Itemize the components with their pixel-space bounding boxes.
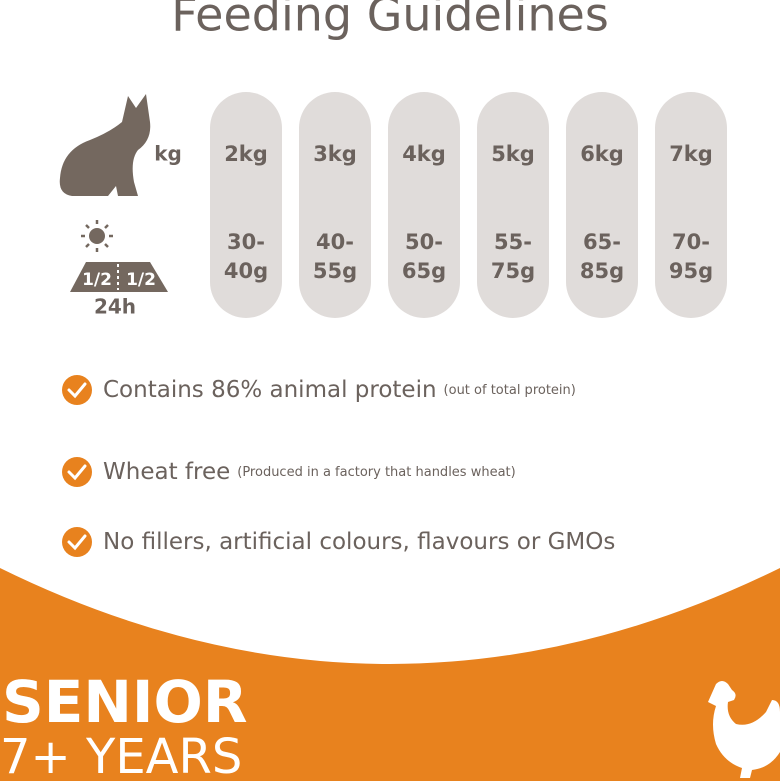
feature-list: Contains 86% animal protein (out of total…: [62, 375, 615, 557]
portion: 40g: [224, 259, 268, 283]
weight: 3kg: [313, 142, 357, 166]
footer-line2: 7+ YEARS: [0, 729, 242, 781]
pill: [655, 92, 727, 318]
portion: 70-: [672, 230, 710, 254]
portion: 30-: [227, 230, 265, 254]
footer-band: [0, 568, 780, 781]
check-circle: [62, 375, 92, 405]
portion: 50-: [405, 230, 443, 254]
title: Feeding Guidelines: [171, 0, 609, 42]
chicken-icon: [708, 681, 780, 778]
pill: [388, 92, 460, 318]
portion: 55g: [313, 259, 357, 283]
feature-note: (out of total protein): [444, 383, 576, 398]
weight: 2kg: [224, 142, 268, 166]
feature-text: No fillers, artificial colours, flavours…: [103, 529, 615, 555]
weight: 6kg: [580, 142, 624, 166]
check-mark: [67, 534, 87, 551]
footer-line1: SENIOR: [2, 668, 247, 736]
pill: [299, 92, 371, 318]
portion: 85g: [580, 259, 624, 283]
feature-text: Contains 86% animal protein (out of total…: [103, 377, 576, 403]
day-night-icon: [70, 220, 168, 292]
feature-main: Wheat free: [103, 459, 230, 485]
portion: 65-: [583, 230, 621, 254]
pill-columns: 2kg 30- 40g 3kg 40- 55g 4kg 50- 65g 5kg 55- 75g 6kg 6…: [210, 92, 727, 318]
feature-main: No fillers, artificial colours, flavours…: [103, 529, 615, 555]
feature-main: Contains 86% animal protein: [103, 377, 437, 403]
pill: [566, 92, 638, 318]
cat-icon: [59, 94, 151, 196]
check-mark: [67, 464, 87, 481]
weight-label: kg: [154, 142, 182, 166]
portion: 65g: [402, 259, 446, 283]
check-mark: [67, 382, 87, 399]
bowl-half: 1/2: [126, 270, 156, 290]
weight: 5kg: [491, 142, 535, 166]
weight: 4kg: [402, 142, 446, 166]
bowl-half: 1/2: [82, 270, 112, 290]
portion: 40-: [316, 230, 354, 254]
portion: 95g: [669, 259, 713, 283]
portion-label: 24h: [94, 295, 136, 319]
pill: [210, 92, 282, 318]
check-circle: [62, 457, 92, 487]
weight: 7kg: [669, 142, 713, 166]
feature-note: (Produced in a factory that handles whea…: [237, 465, 515, 480]
portion: 75g: [491, 259, 535, 283]
portion: 55-: [494, 230, 532, 254]
feature-text: Wheat free (Produced in a factory that ha…: [103, 459, 516, 485]
check-circle: [62, 527, 92, 557]
pill: [477, 92, 549, 318]
